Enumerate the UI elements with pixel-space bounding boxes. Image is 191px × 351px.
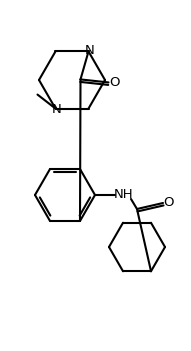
Text: NH: NH <box>114 188 134 201</box>
Text: N: N <box>85 44 94 57</box>
Text: O: O <box>164 197 174 210</box>
Text: O: O <box>109 76 120 89</box>
Text: N: N <box>52 103 61 116</box>
